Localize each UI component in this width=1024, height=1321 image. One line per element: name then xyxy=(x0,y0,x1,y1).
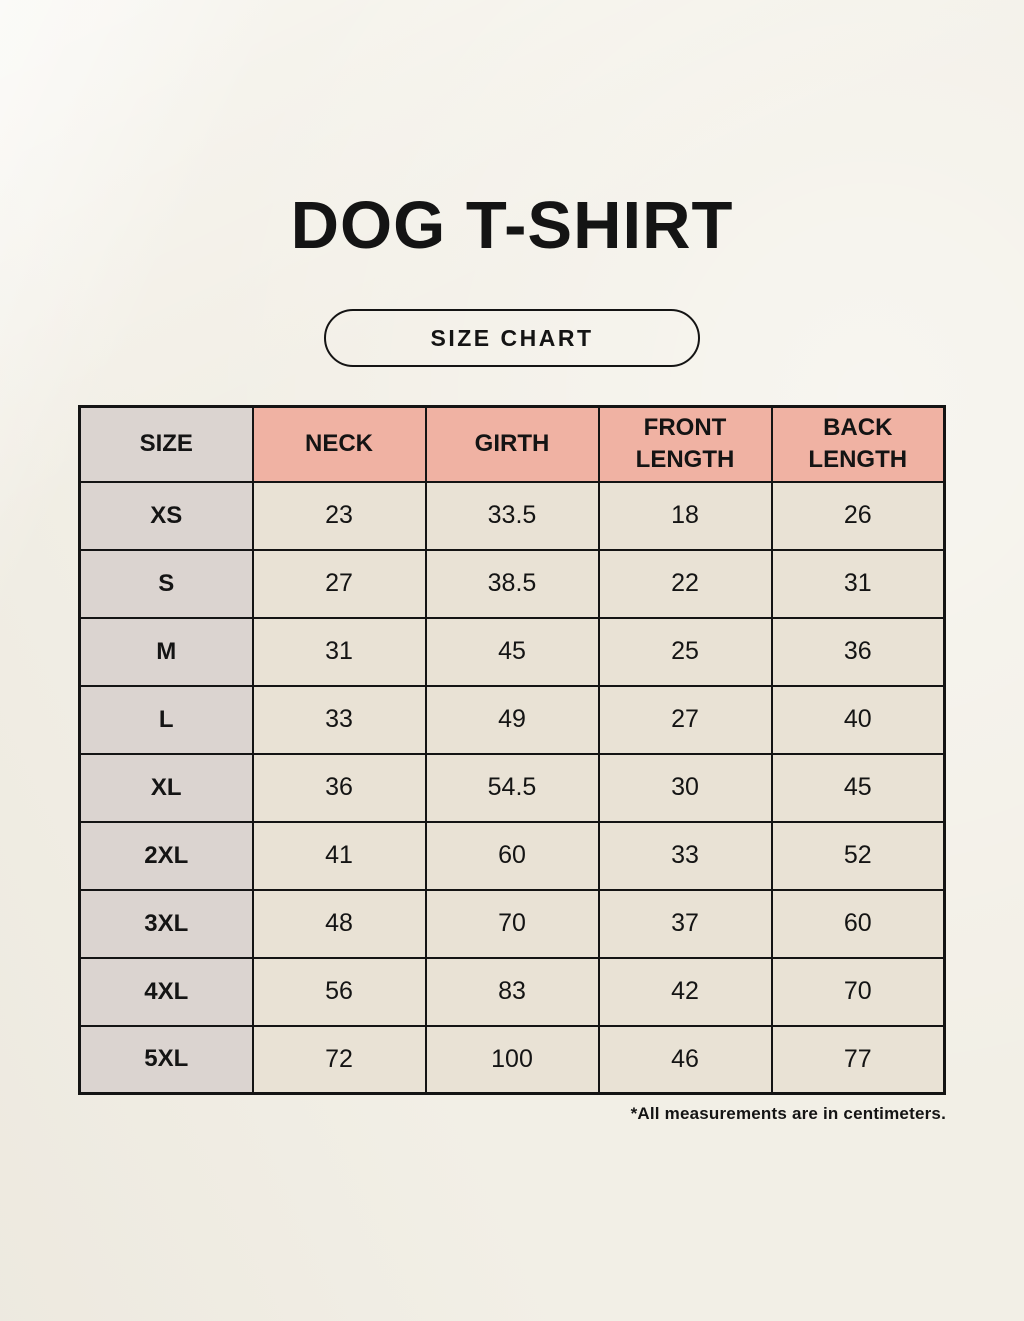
table-row-l: L 33 49 27 40 xyxy=(78,684,946,755)
neck-value: 27 xyxy=(251,548,427,619)
neck-value: 56 xyxy=(251,956,427,1027)
page-title: DOG T-SHIRT xyxy=(290,188,734,263)
neck-value: 33 xyxy=(251,684,427,755)
neck-value: 23 xyxy=(251,480,427,551)
table-header-row: SIZE NECK GIRTH FRONT LENGTH BACK LENGTH xyxy=(78,405,946,483)
neck-value: 48 xyxy=(251,888,427,959)
table-row-xl: XL 36 54.5 30 45 xyxy=(78,752,946,823)
column-header-front-length: FRONT LENGTH xyxy=(597,405,773,483)
back-length-value: 77 xyxy=(770,1024,946,1095)
back-length-value: 60 xyxy=(770,888,946,959)
size-label: 3XL xyxy=(78,888,254,959)
table-row-5xl: 5XL 72 100 46 77 xyxy=(78,1024,946,1095)
back-length-value: 70 xyxy=(770,956,946,1027)
back-length-value: 45 xyxy=(770,752,946,823)
neck-value: 36 xyxy=(251,752,427,823)
size-label: XS xyxy=(78,480,254,551)
size-label: XL xyxy=(78,752,254,823)
size-chart-page: DOG T-SHIRT SIZE CHART SIZE NECK GIRTH F… xyxy=(78,188,946,1123)
front-length-value: 18 xyxy=(597,480,773,551)
size-label: 5XL xyxy=(78,1024,254,1095)
back-length-value: 52 xyxy=(770,820,946,891)
girth-value: 70 xyxy=(424,888,600,959)
front-length-value: 46 xyxy=(597,1024,773,1095)
size-label: 4XL xyxy=(78,956,254,1027)
table-row-m: M 31 45 25 36 xyxy=(78,616,946,687)
size-label: M xyxy=(78,616,254,687)
front-length-value: 37 xyxy=(597,888,773,959)
back-length-value: 31 xyxy=(770,548,946,619)
back-length-value: 26 xyxy=(770,480,946,551)
column-header-neck: NECK xyxy=(251,405,427,483)
front-length-value: 25 xyxy=(597,616,773,687)
table-row-4xl: 4XL 56 83 42 70 xyxy=(78,956,946,1027)
back-length-value: 40 xyxy=(770,684,946,755)
neck-value: 41 xyxy=(251,820,427,891)
size-chart-badge: SIZE CHART xyxy=(324,309,700,367)
front-length-value: 30 xyxy=(597,752,773,823)
girth-value: 83 xyxy=(424,956,600,1027)
table-body: XS 23 33.5 18 26 S 27 38.5 22 31 M 31 45… xyxy=(78,480,946,1095)
girth-value: 100 xyxy=(424,1024,600,1095)
table-row-xs: XS 23 33.5 18 26 xyxy=(78,480,946,551)
measurements-footnote: *All measurements are in centimeters. xyxy=(630,1104,946,1123)
girth-value: 54.5 xyxy=(424,752,600,823)
column-header-back-length: BACK LENGTH xyxy=(770,405,946,483)
column-header-girth: GIRTH xyxy=(424,405,600,483)
girth-value: 33.5 xyxy=(424,480,600,551)
front-length-value: 22 xyxy=(597,548,773,619)
column-header-size: SIZE xyxy=(78,405,254,483)
front-length-value: 27 xyxy=(597,684,773,755)
girth-value: 49 xyxy=(424,684,600,755)
size-chart-badge-label: SIZE CHART xyxy=(430,324,594,351)
girth-value: 38.5 xyxy=(424,548,600,619)
table-row-3xl: 3XL 48 70 37 60 xyxy=(78,888,946,959)
front-length-value: 42 xyxy=(597,956,773,1027)
front-length-value: 33 xyxy=(597,820,773,891)
table-row-s: S 27 38.5 22 31 xyxy=(78,548,946,619)
table-header: SIZE NECK GIRTH FRONT LENGTH BACK LENGTH xyxy=(78,405,946,483)
size-label: L xyxy=(78,684,254,755)
size-label: 2XL xyxy=(78,820,254,891)
girth-value: 60 xyxy=(424,820,600,891)
girth-value: 45 xyxy=(424,616,600,687)
size-chart-table: SIZE NECK GIRTH FRONT LENGTH BACK LENGTH… xyxy=(78,405,946,1095)
neck-value: 31 xyxy=(251,616,427,687)
neck-value: 72 xyxy=(251,1024,427,1095)
size-label: S xyxy=(78,548,254,619)
table-row-2xl: 2XL 41 60 33 52 xyxy=(78,820,946,891)
back-length-value: 36 xyxy=(770,616,946,687)
